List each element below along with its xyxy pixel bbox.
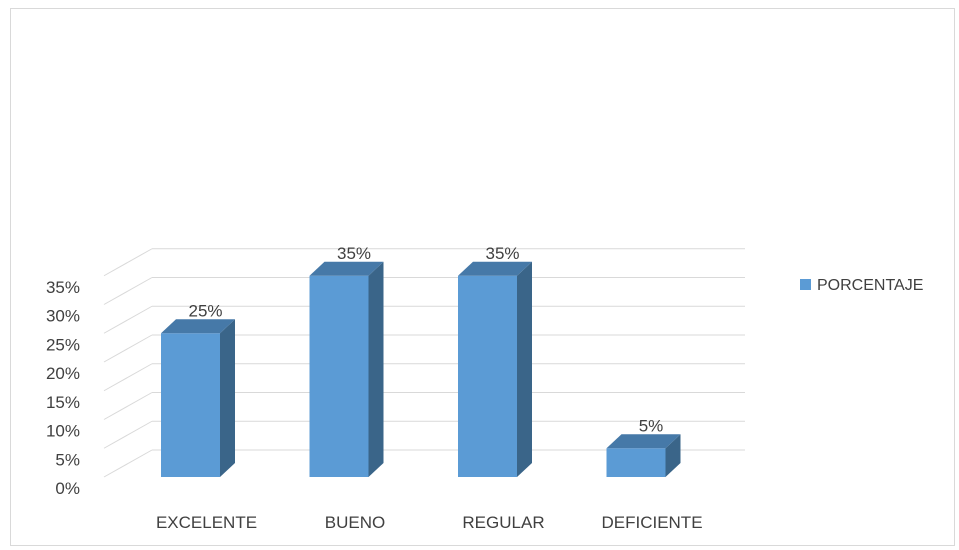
y-tick-label: 15%	[46, 393, 80, 412]
x-axis-categories: EXCELENTE BUENO REGULAR DEFICIENTE	[156, 513, 703, 532]
y-axis-ticks: 0% 5% 10% 15% 20% 25% 30% 35%	[46, 278, 80, 498]
bar	[458, 275, 517, 477]
data-label: 35%	[337, 244, 371, 263]
bar	[606, 448, 666, 477]
data-label: 35%	[485, 244, 519, 263]
gridline-depth	[103, 334, 153, 363]
bar-top	[606, 434, 681, 449]
y-tick-label: 30%	[46, 307, 80, 326]
data-labels: 25% 35% 35% 5%	[188, 244, 663, 436]
x-category-label: EXCELENTE	[156, 513, 257, 532]
y-tick-label: 35%	[46, 278, 80, 297]
bar-top	[458, 261, 532, 276]
legend: PORCENTAJE	[800, 277, 923, 294]
bar-side	[220, 319, 235, 477]
gridline-depth	[103, 363, 153, 392]
y-tick-label: 10%	[46, 422, 80, 441]
gridline-depth	[103, 392, 153, 420]
data-label: 25%	[188, 301, 222, 320]
bar	[161, 333, 220, 477]
gridline-depth	[103, 449, 153, 478]
bar-top	[309, 261, 384, 276]
bar-side	[517, 261, 532, 477]
legend-swatch	[800, 279, 811, 290]
y-tick-label: 5%	[55, 450, 80, 469]
bar-top	[161, 319, 235, 334]
gridline-depth	[103, 248, 153, 277]
bar-side	[368, 261, 384, 477]
bar	[309, 275, 369, 477]
bar-side	[665, 434, 681, 477]
y-tick-label: 0%	[55, 479, 80, 498]
x-category-label: DEFICIENTE	[601, 513, 702, 532]
y-tick-label: 25%	[46, 335, 80, 354]
y-tick-label: 20%	[46, 364, 80, 383]
gridline-depth	[103, 305, 153, 334]
legend-label: PORCENTAJE	[817, 277, 923, 294]
gridline-depth	[103, 420, 153, 449]
bars	[161, 261, 681, 477]
gridline-depth	[103, 277, 153, 305]
x-category-label: BUENO	[325, 513, 385, 532]
data-label: 5%	[639, 416, 664, 435]
x-category-label: REGULAR	[462, 513, 544, 532]
